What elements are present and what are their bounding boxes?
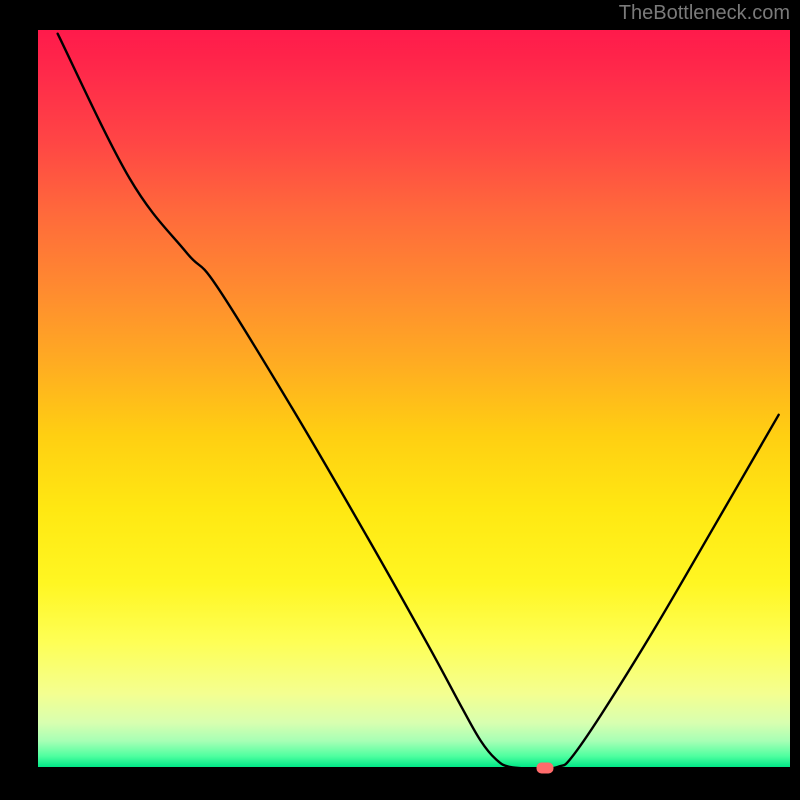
- curve-path: [58, 34, 779, 769]
- watermark-text: TheBottleneck.com: [619, 2, 790, 25]
- plot-area: [35, 30, 790, 770]
- bottleneck-curve: [35, 30, 790, 770]
- optimal-point-marker: [536, 762, 553, 773]
- chart-frame: TheBottleneck.com: [0, 0, 800, 800]
